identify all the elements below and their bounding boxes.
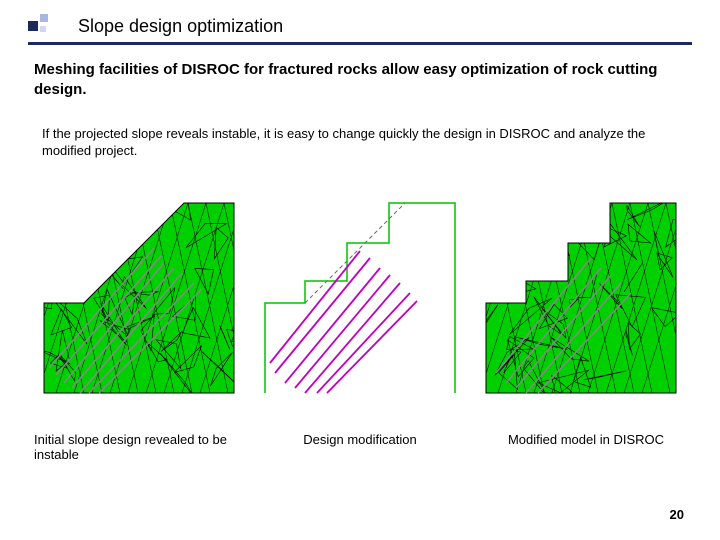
slide-bodytext: If the projected slope reveals instable,… (42, 126, 682, 160)
figure-design-modification (255, 188, 465, 408)
logo-icon (28, 14, 68, 38)
slide-title: Slope design optimization (78, 16, 283, 37)
title-underline (28, 42, 692, 45)
slide-subtitle: Meshing facilities of DISROC for fractur… (34, 60, 674, 101)
caption-3: Modified model in DISROC (486, 432, 686, 462)
page-number: 20 (670, 507, 684, 522)
figure-initial-slope (34, 188, 244, 408)
captions-row: Initial slope design revealed to be inst… (34, 432, 686, 462)
caption-1: Initial slope design revealed to be inst… (34, 432, 234, 462)
slide-header: Slope design optimization (28, 14, 283, 38)
figure-modified-model (476, 188, 686, 408)
caption-2: Design modification (260, 432, 460, 462)
figures-row (34, 188, 686, 408)
